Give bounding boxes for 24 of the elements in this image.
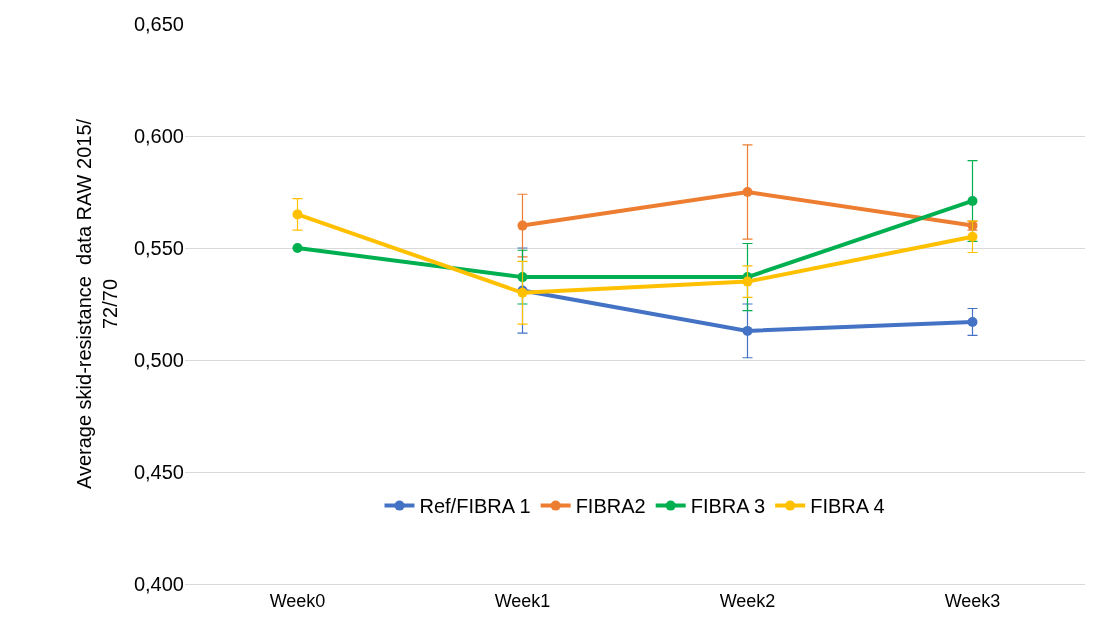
x-tick-label: Week1 [494, 590, 551, 611]
legend-label: FIBRA 4 [810, 495, 885, 518]
point [742, 276, 753, 287]
point [742, 325, 753, 336]
point [967, 316, 978, 327]
point [292, 209, 303, 220]
x-tick-label: Week0 [269, 590, 326, 611]
y-tick-label: 0,600 [133, 125, 184, 147]
point [967, 195, 978, 206]
point [742, 187, 753, 197]
legend-label: FIBRA 3 [690, 495, 766, 518]
y-axis-title: Average skid-resistance data RAW 2015/ 72/70 [73, 118, 122, 490]
point [292, 243, 303, 253]
y-tick-label: 0,550 [133, 237, 184, 259]
point [967, 231, 978, 242]
y-tick-label: 0,500 [133, 349, 184, 371]
legend-label: Ref/FIBRA 1 [419, 495, 531, 518]
y-tick-label: 0,650 [133, 13, 184, 35]
x-tick-label: Week3 [944, 590, 1001, 611]
x-tick-label: Week2 [719, 590, 776, 611]
point [517, 220, 528, 231]
y-tick-label: 0,450 [133, 461, 184, 483]
y-tick-label: 0,400 [133, 573, 184, 595]
legend-label: FIBRA2 [575, 495, 646, 518]
